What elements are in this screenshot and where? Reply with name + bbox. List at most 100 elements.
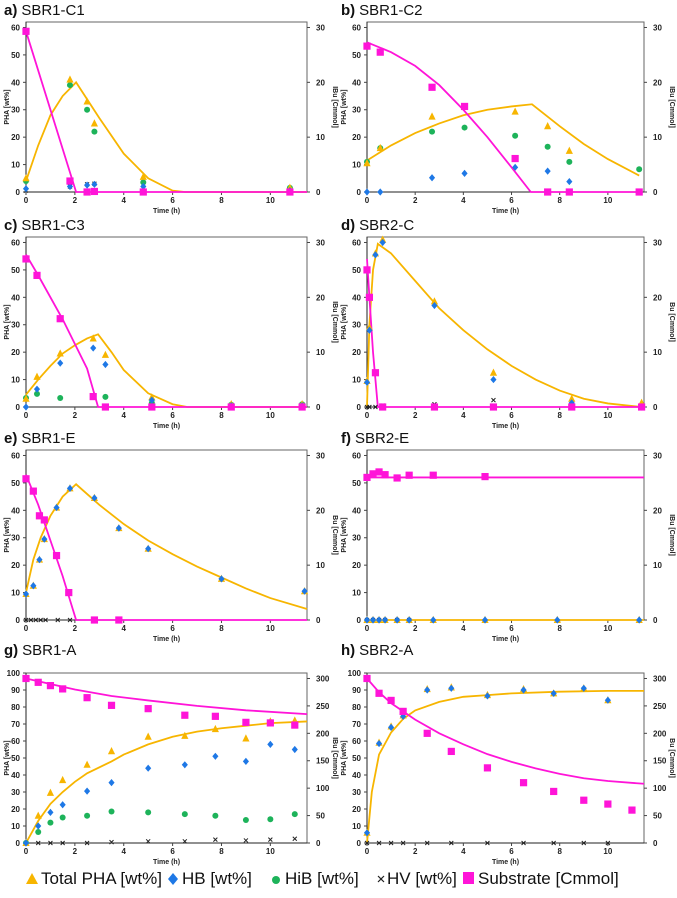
panel-sbr1-e: e) SBR1-E 0 2 4 6 8 10 0 10 20 30 40 50 60 0 10 20 30 Time … — [4, 430, 338, 643]
x-tick-label: 10 — [603, 196, 612, 205]
substrate-point — [376, 48, 384, 56]
y2-tick-label: 20 — [653, 78, 662, 87]
y-tick-label: 60 — [11, 737, 20, 746]
y2-axis-label: Bu [Cmmol] — [331, 515, 338, 555]
pha-point — [376, 143, 384, 152]
pha-point — [22, 394, 30, 402]
y2-tick-label: 250 — [316, 702, 330, 711]
y-tick-label: 50 — [352, 51, 361, 60]
triangle-legend-icon — [26, 873, 38, 884]
y-tick-label: 40 — [11, 771, 20, 780]
y-tick-label: 60 — [352, 737, 361, 746]
substrate-point — [423, 729, 431, 737]
x-tick-label: 0 — [365, 624, 370, 633]
y-tick-label: 30 — [352, 788, 361, 797]
legend: Total PHA [wt%] HB [wt%] HiB [wt%] HV [wt%]… — [26, 869, 619, 888]
substrate-fit-line — [25, 31, 307, 193]
hb-point — [382, 616, 389, 624]
pha-point — [83, 760, 91, 768]
y-tick-label: 80 — [352, 703, 361, 712]
hb-point — [448, 684, 455, 692]
y-tick-label: 40 — [352, 771, 361, 780]
y-tick-label: 50 — [352, 479, 361, 488]
hib-point — [66, 82, 73, 89]
pha-point — [101, 350, 110, 358]
substrate-point — [363, 42, 371, 50]
hv-point — [33, 617, 39, 623]
hb-point — [291, 745, 298, 754]
x-tick-label: 6 — [170, 624, 175, 633]
substrate-point — [211, 712, 219, 720]
hb-point — [363, 616, 371, 624]
substrate-point — [107, 701, 116, 709]
y-tick-label: 30 — [11, 321, 20, 330]
x-tick-label: 0 — [24, 847, 29, 856]
y-tick-label: 20 — [11, 133, 20, 142]
hb-point — [218, 575, 225, 583]
hb-point — [363, 378, 371, 386]
y2-tick-label: 30 — [653, 238, 662, 247]
substrate-point — [65, 588, 73, 597]
y-tick-label: 30 — [352, 106, 361, 115]
x-tick-label: 4 — [461, 196, 466, 205]
y2-tick-label: 0 — [316, 188, 321, 197]
panel-sbr1-c1: a) SBR1-C1 0 2 4 6 8 10 0 10 20 30 40 50 60 0 10 20 30 Time… — [4, 2, 338, 215]
substrate-point — [365, 293, 374, 301]
hv-point — [109, 839, 114, 845]
legend-label-hv: HV [wt%] — [387, 869, 457, 888]
panel-title: b) SBR1-C2 — [341, 2, 423, 19]
y-tick-label: 10 — [11, 589, 20, 598]
hv-point — [23, 617, 29, 623]
hv-point — [292, 836, 298, 842]
x-tick-label: 4 — [122, 624, 127, 633]
substrate-point — [34, 678, 42, 686]
hib-point — [267, 816, 274, 823]
hb-point — [84, 181, 91, 189]
hv-point — [84, 840, 90, 846]
x-tick-label: 2 — [413, 196, 418, 205]
y-tick-label: 90 — [352, 686, 361, 695]
y2-tick-label: 0 — [653, 616, 658, 625]
panel-title: a) SBR1-C1 — [4, 2, 85, 19]
y-tick-label: 60 — [352, 23, 361, 32]
substrate-point — [511, 154, 519, 163]
hb-point — [145, 764, 152, 772]
y-tick-label: 80 — [11, 703, 20, 712]
y-tick-label: 50 — [11, 754, 20, 763]
hb-point — [35, 822, 42, 830]
x-axis-label: Time (h) — [153, 423, 180, 430]
substrate-point — [363, 473, 371, 482]
x-tick-label: 8 — [219, 196, 224, 205]
hb-point — [550, 689, 557, 697]
y-tick-label: 40 — [11, 293, 20, 302]
y-tick-label: 50 — [352, 266, 361, 275]
panel-sbr2-a: h) SBR2-A0 2 4 6 8 100102030405060708090100050… — [341, 642, 675, 866]
hib-point — [512, 132, 519, 139]
substrate-point — [139, 188, 147, 196]
y-tick-label: 40 — [352, 506, 361, 515]
hv-point — [60, 840, 66, 846]
substrate-fit-line — [25, 474, 307, 621]
hv-point — [605, 840, 611, 846]
hv-point — [35, 840, 41, 846]
panel-title: f) SBR2-E — [341, 430, 409, 447]
x-tick-label: 8 — [557, 847, 562, 856]
substrate-point — [489, 403, 498, 411]
hb-point — [544, 167, 551, 175]
y2-axis-label: Bu [Cmmol] — [668, 738, 675, 778]
x-tick-label: 6 — [170, 411, 175, 420]
substrate-point — [59, 685, 67, 693]
substrate-point — [90, 187, 99, 196]
hv-point — [67, 617, 73, 623]
x-axis-label: Time (h) — [492, 636, 519, 643]
x-axis-label: Time (h) — [492, 859, 519, 866]
hv-point — [367, 404, 372, 410]
hb-point — [484, 692, 491, 700]
x-tick-label: 2 — [73, 411, 78, 420]
pha-point — [139, 172, 147, 180]
y-tick-label: 10 — [352, 589, 361, 598]
hv-point — [388, 840, 394, 846]
hb-point — [22, 403, 30, 411]
pha-fit-line — [366, 242, 642, 408]
hv-point — [182, 838, 188, 844]
